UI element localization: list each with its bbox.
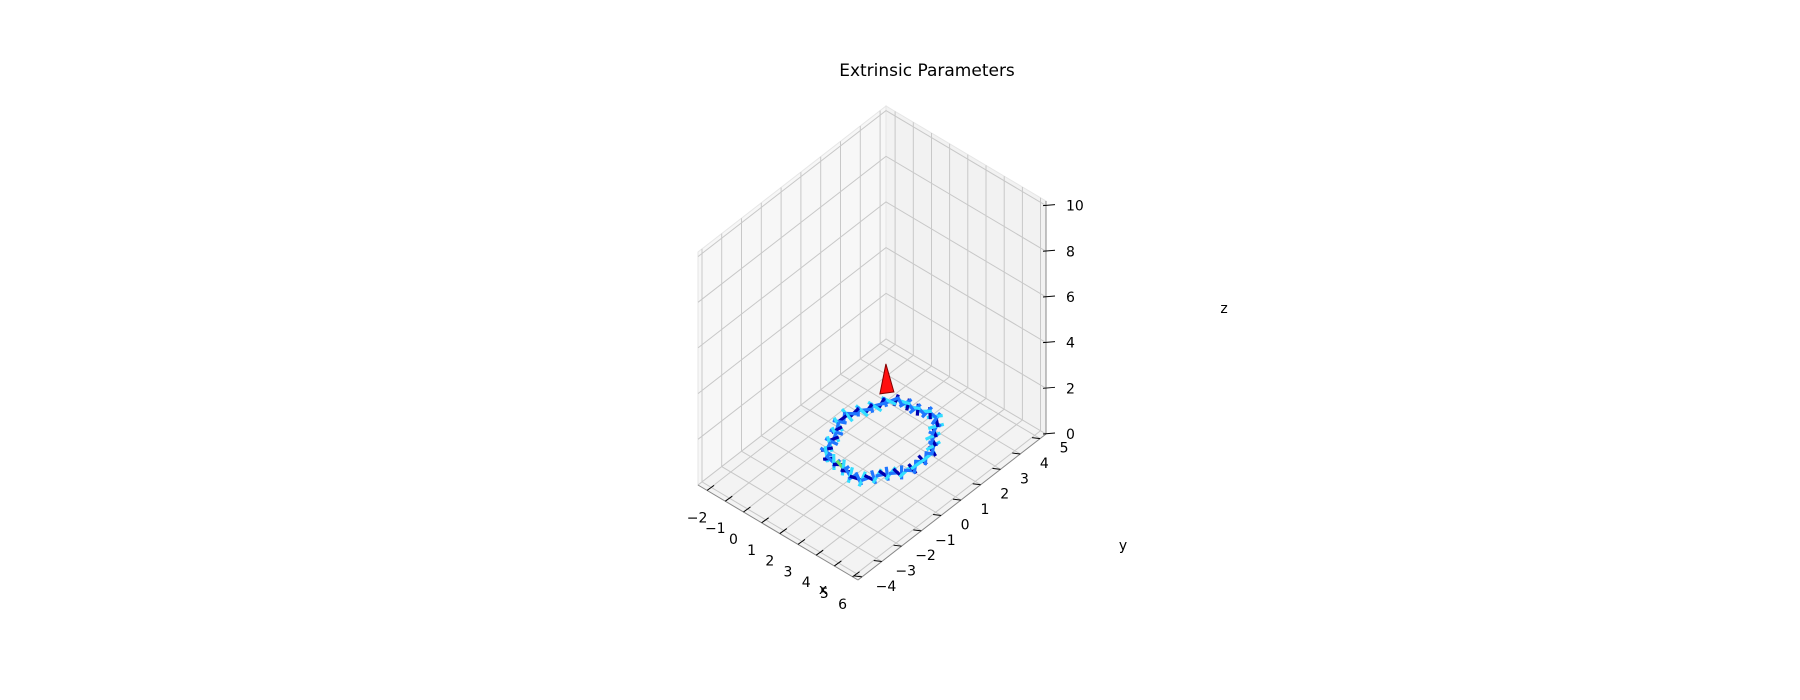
z-tick [1042,204,1056,207]
y-tick-label: −4 [876,579,897,595]
x-tick-label: 2 [765,554,774,570]
x-tick [834,560,842,567]
x-tick [706,484,715,491]
x-tick [761,517,769,524]
x-tick-label: 1 [747,543,756,559]
camera-marker [910,458,926,471]
x-tick-label: 0 [729,532,738,548]
x-tick [724,495,733,502]
z-tick-label: 0 [1066,427,1075,443]
z-tick [1042,386,1056,389]
origin-camera-marker [879,363,895,395]
y-tick [972,483,981,486]
y-tick [1012,452,1021,455]
z-gridline [697,109,1047,257]
camera-marker [840,459,846,476]
y-tick [893,544,902,547]
x-tick-label: 4 [802,575,811,591]
y-tick-label: 3 [1020,471,1029,487]
camera-marker [924,431,941,441]
z-tick-label: 6 [1066,290,1075,306]
y-tick-label: 2 [1000,487,1009,503]
x-tick [852,571,860,578]
z-gridline [697,292,1047,440]
z-tick-label: 10 [1066,199,1084,215]
x-tick-label: −1 [705,521,726,537]
z-axis-label: z [1220,301,1227,317]
z-tick [1042,249,1056,252]
y-tick-label: 0 [961,517,970,533]
z-gridline [697,338,1047,486]
x-tick-label: −2 [687,510,708,526]
x-tick-label: 5 [820,586,829,602]
chart-title: Extrinsic Parameters [839,61,1015,81]
y-tick [933,513,942,516]
x-axis-line [697,484,859,581]
z-gridline [697,155,1047,303]
z-tick-label: 2 [1066,381,1075,397]
z-gridline [697,246,1047,394]
x-tick [815,549,824,556]
y-tick-label: 5 [1060,441,1069,457]
y-tick [913,529,922,532]
camera-marker [840,408,854,423]
z-gridline [697,201,1047,349]
x-tick [743,506,751,513]
x-tick [779,528,788,534]
y-tick-label: −2 [915,548,936,564]
y-tick [952,498,961,501]
y-axis-label: y [1119,538,1127,554]
y-tick-label: 1 [980,502,989,518]
y-axis-line [857,433,1047,581]
x-tick [797,538,806,545]
y-tick-label: 4 [1040,456,1049,472]
z-tick [1042,295,1056,298]
y-tick [873,560,882,563]
y-tick-label: −1 [935,533,956,549]
x-tick-label: 3 [784,564,793,580]
y-tick-label: −3 [895,564,916,580]
x-axis-label: x [819,582,827,598]
y-tick [1032,437,1041,440]
z-tick [1042,432,1056,435]
z-tick [1042,341,1056,344]
x-tick-label: 6 [838,597,847,613]
y-tick [853,575,863,578]
z-tick-label: 4 [1066,336,1075,352]
z-tick-label: 8 [1066,244,1075,260]
y-tick [992,467,1001,470]
